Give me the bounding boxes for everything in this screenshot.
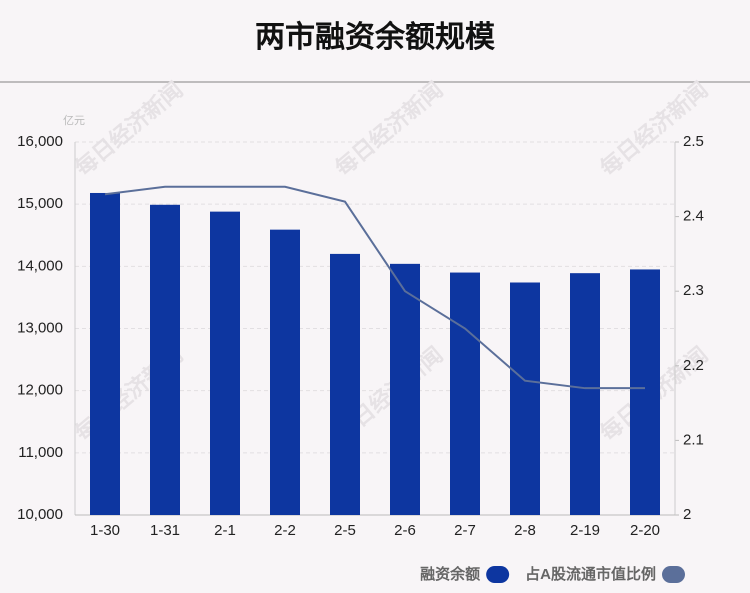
y-tick-label: 12,000 (17, 382, 63, 399)
y2-tick-label: 2.2 (683, 357, 704, 374)
bar (330, 253, 360, 515)
legend-label: 融资余额 (420, 565, 480, 583)
x-tick-label: 2-8 (514, 522, 536, 539)
bar (570, 273, 600, 515)
y-tick-label: 11,000 (18, 444, 63, 461)
unit-label: 亿元 (63, 114, 85, 127)
y-tick-label: 14,000 (17, 257, 63, 274)
bar (270, 229, 300, 515)
legend-swatch (662, 566, 685, 583)
legend-label: 占A股流通市值比例 (525, 565, 656, 583)
bar (510, 282, 540, 515)
bar (390, 263, 420, 515)
y-tick-label: 13,000 (17, 319, 63, 336)
x-tick-label: 2-1 (214, 522, 236, 539)
x-tick-label: 1-31 (150, 522, 180, 539)
y2-tick-label: 2.3 (683, 282, 704, 299)
x-tick-label: 1-30 (90, 522, 120, 539)
line-series (104, 185, 645, 390)
y2-tick-label: 2.1 (683, 431, 704, 448)
legend-swatch (486, 566, 510, 583)
chart-title: 两市融资余额规模 (255, 20, 495, 54)
y-tick-label: 16,000 (17, 133, 63, 150)
bar (150, 204, 180, 515)
x-tick-label: 2-2 (274, 522, 296, 539)
y-tick-label: 15,000 (17, 195, 63, 212)
bar (90, 192, 120, 515)
x-tick-label: 2-7 (454, 522, 476, 539)
x-tick-label: 2-5 (334, 522, 356, 539)
y2-tick-label: 2 (683, 506, 691, 523)
bar (450, 272, 480, 515)
x-tick-label: 2-20 (630, 522, 660, 539)
y2-tick-label: 2.5 (683, 133, 704, 150)
x-tick-label: 2-19 (570, 522, 600, 539)
y2-tick-label: 2.4 (683, 208, 704, 225)
y-tick-label: 10,000 (17, 506, 63, 523)
bar (210, 211, 240, 516)
x-tick-label: 2-6 (394, 522, 416, 539)
bar (630, 269, 660, 515)
